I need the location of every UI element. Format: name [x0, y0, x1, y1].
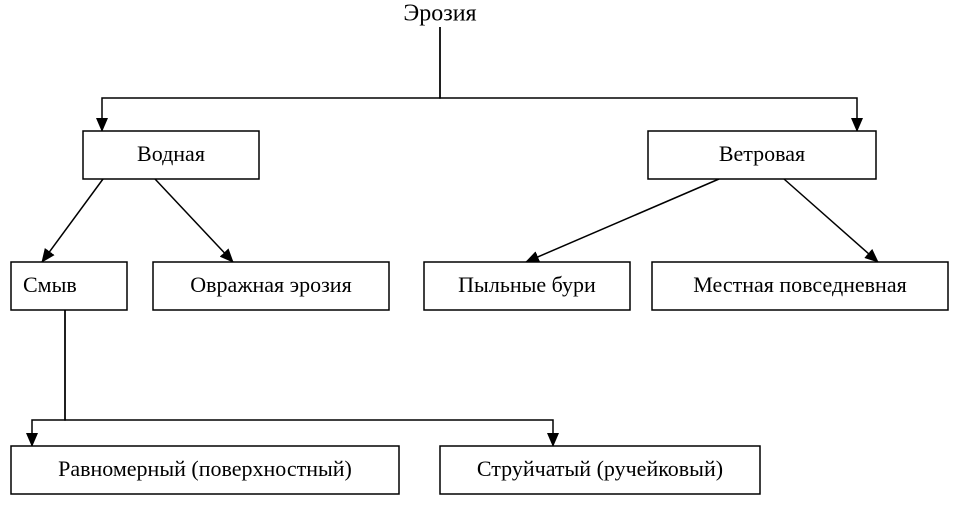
node-label: Смыв [23, 272, 77, 297]
node-label: Струйчатый (ручейковый) [477, 456, 723, 481]
node-label: Местная повседневная [693, 272, 906, 297]
node-label: Ветровая [719, 141, 805, 166]
node-uniform: Равномерный (поверхностный) [11, 446, 399, 494]
node-water: Водная [83, 131, 259, 179]
node-stream: Струйчатый (ручейковый) [440, 446, 760, 494]
erosion-tree-diagram: Эрозия Водная Ветровая Смыв Овражная эрозия П… [0, 0, 959, 517]
node-wind: Ветровая [648, 131, 876, 179]
node-label: Равномерный (поверхностный) [58, 456, 352, 481]
node-label: Пыльные бури [458, 272, 596, 297]
node-gully: Овражная эрозия [153, 262, 389, 310]
node-washoff: Смыв [11, 262, 127, 310]
node-local: Местная повседневная [652, 262, 948, 310]
node-label: Водная [137, 141, 205, 166]
diagram-title: Эрозия [403, 1, 476, 27]
node-dust: Пыльные бури [424, 262, 630, 310]
diagram-background [0, 0, 959, 517]
node-label: Овражная эрозия [190, 272, 351, 297]
